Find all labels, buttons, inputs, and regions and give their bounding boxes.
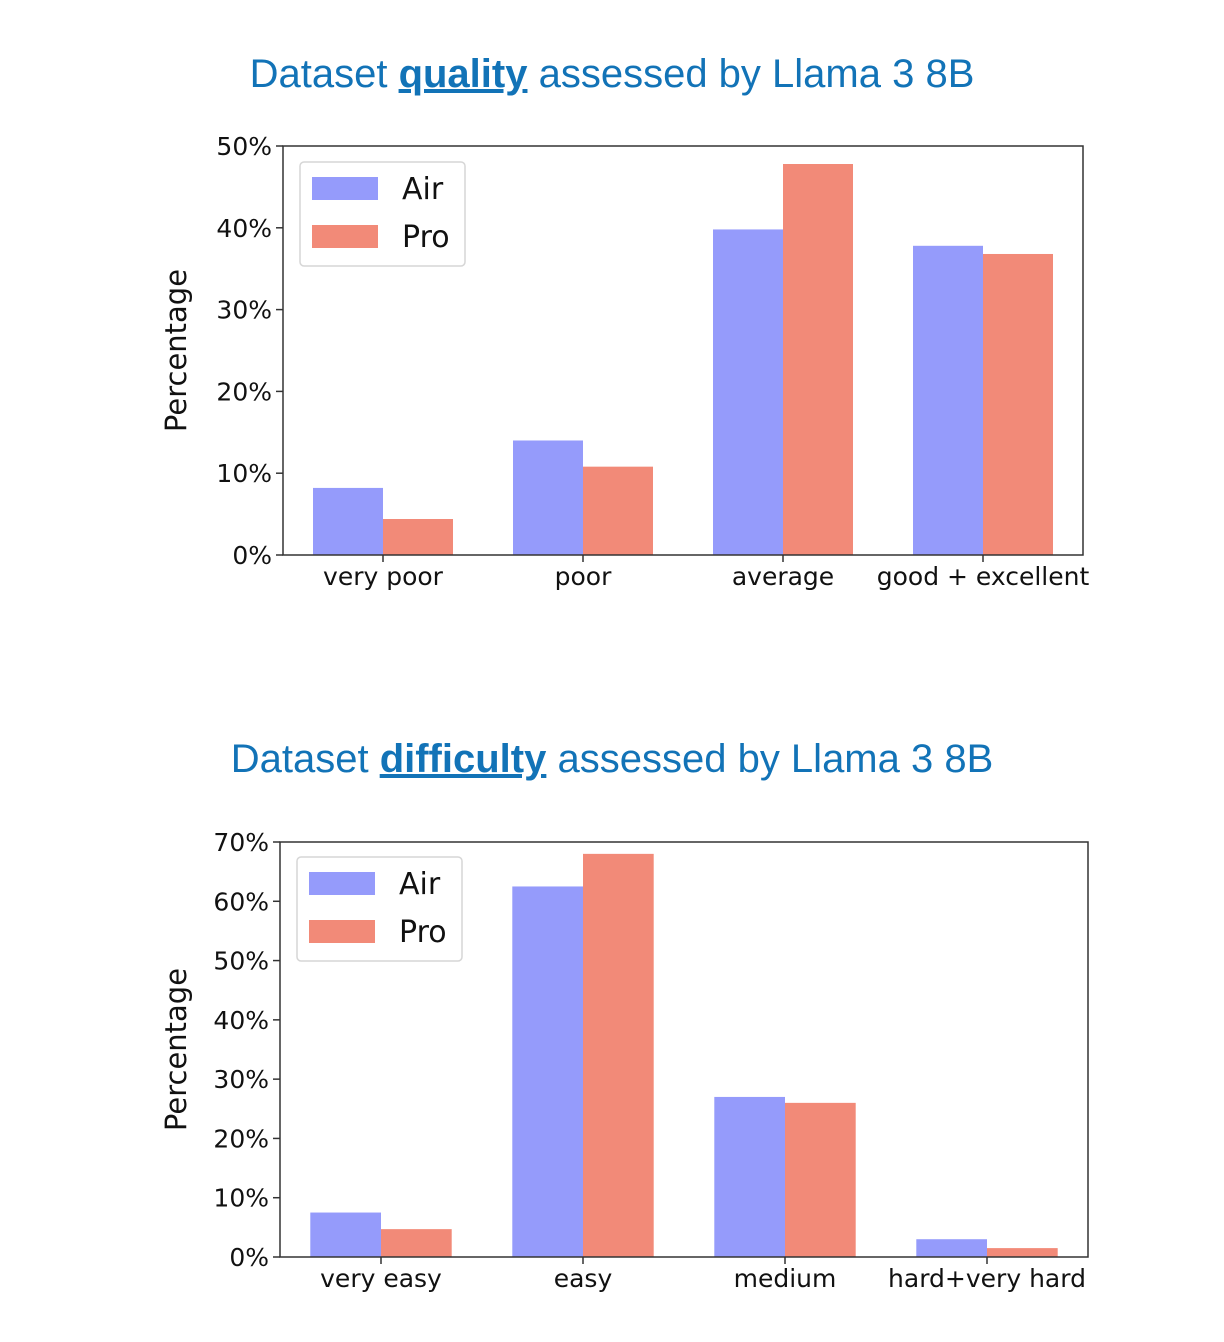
difficulty-ytick-label-7: 70% <box>213 828 269 857</box>
quality-bar-pro-1 <box>583 466 653 555</box>
difficulty-legend-label-pro: Pro <box>399 915 447 950</box>
difficulty-legend-swatch-pro <box>309 920 375 943</box>
difficulty-ytick-label-0: 0% <box>229 1243 269 1272</box>
difficulty-plot-frame <box>279 841 1089 1258</box>
difficulty-ytick-label-1: 10% <box>213 1184 269 1213</box>
quality-ylabel: Percentage <box>159 269 193 432</box>
difficulty-xtick-label-0: very easy <box>320 1264 442 1293</box>
difficulty-bar-air-2 <box>714 1096 785 1257</box>
quality-ytick-label-3: 30% <box>216 296 272 325</box>
quality-bar-air-1 <box>513 440 583 555</box>
difficulty-legend-swatch-air <box>309 872 375 895</box>
quality-legend-label-air: Air <box>402 172 444 207</box>
quality-ytick-label-1: 10% <box>216 459 272 488</box>
difficulty-ytick-label-6: 60% <box>213 887 269 916</box>
difficulty-ytick-label-2: 20% <box>213 1124 269 1153</box>
difficulty-title-prefix: Dataset <box>230 737 380 781</box>
quality-bar-pro-0 <box>383 519 453 555</box>
quality-title-prefix: Dataset <box>249 52 399 96</box>
quality-title-suffix: assessed by Llama 3 8B <box>527 52 975 96</box>
quality-bar-pro-3 <box>983 253 1053 556</box>
quality-xtick-label-1: poor <box>555 562 612 591</box>
quality-chart-title: Dataset quality assessed by Llama 3 8B <box>0 52 1224 97</box>
quality-xtick-label-0: very poor <box>323 562 444 591</box>
quality-bar-air-0 <box>313 487 383 555</box>
quality-bar-air-3 <box>913 245 983 556</box>
quality-ytick-label-4: 40% <box>216 214 272 243</box>
quality-ytick-label-0: 0% <box>232 541 272 570</box>
difficulty-ylabel: Percentage <box>159 968 193 1131</box>
difficulty-title-suffix: assessed by Llama 3 8B <box>546 737 994 781</box>
difficulty-bar-pro-1 <box>583 853 654 1257</box>
difficulty-chart-title: Dataset difficulty assessed by Llama 3 8… <box>0 737 1224 782</box>
difficulty-ytick-label-3: 30% <box>213 1065 269 1094</box>
difficulty-bar-air-0 <box>310 1212 381 1257</box>
difficulty-ytick-label-5: 50% <box>213 947 269 976</box>
difficulty-xtick-label-1: easy <box>554 1264 613 1293</box>
quality-ytick-label-5: 50% <box>216 132 272 161</box>
quality-ytick-label-2: 20% <box>216 377 272 406</box>
difficulty-bar-pro-3 <box>987 1248 1058 1257</box>
difficulty-legend-label-air: Air <box>399 867 441 902</box>
quality-plot-frame <box>282 145 1084 556</box>
quality-legend-label-pro: Pro <box>402 220 450 255</box>
quality-legend-swatch-pro <box>312 225 378 248</box>
quality-legend-swatch-air <box>312 177 378 200</box>
quality-bar-air-2 <box>713 229 783 555</box>
quality-bar-pro-2 <box>783 164 853 555</box>
quality-title-keyword: quality <box>398 52 528 96</box>
difficulty-xtick-label-3: hard+very hard <box>888 1264 1086 1293</box>
quality-xtick-label-3: good + excellent <box>877 562 1090 591</box>
difficulty-bar-air-3 <box>916 1239 987 1257</box>
difficulty-bar-air-1 <box>512 886 583 1257</box>
difficulty-bar-pro-0 <box>381 1229 452 1257</box>
quality-xtick-label-2: average <box>732 562 834 591</box>
difficulty-xtick-label-2: medium <box>734 1264 837 1293</box>
difficulty-bar-pro-2 <box>785 1102 856 1257</box>
difficulty-ytick-label-4: 40% <box>213 1006 269 1035</box>
difficulty-title-keyword: difficulty <box>379 737 547 781</box>
